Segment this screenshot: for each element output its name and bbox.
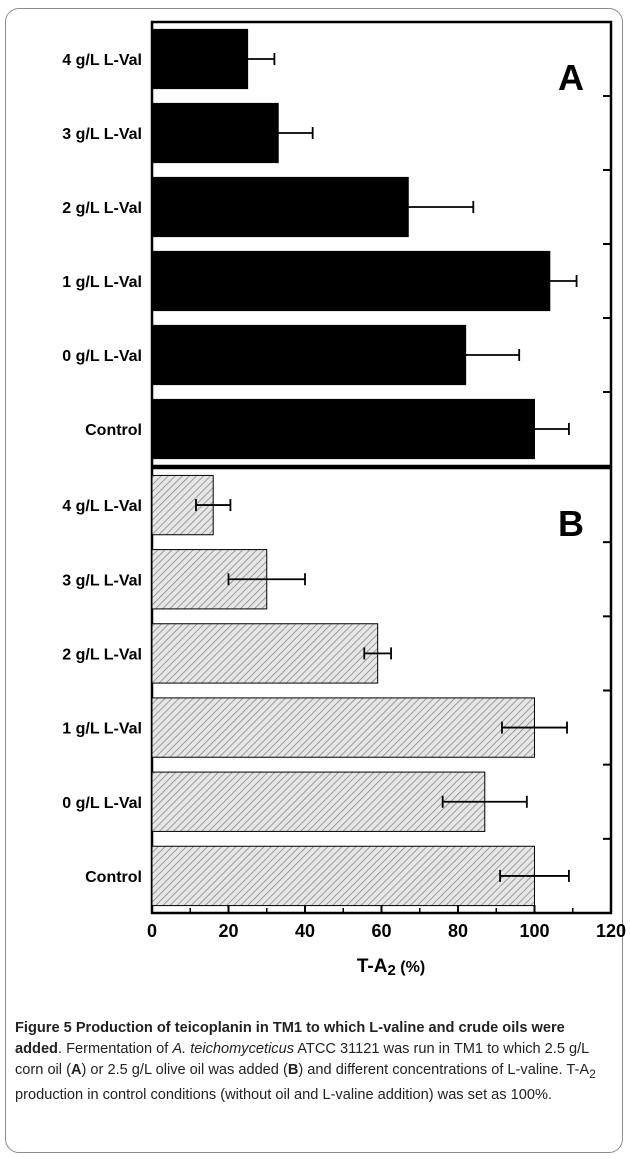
category-label: 3 g/L L-Val (62, 126, 142, 143)
category-label: 4 g/L L-Val (62, 498, 142, 515)
category-label: 0 g/L L-Val (62, 348, 142, 365)
figure-frame (5, 8, 623, 1153)
bar (151, 28, 249, 90)
bar (151, 697, 535, 758)
x-axis-label: T-A2 (%) (357, 956, 425, 979)
caption-title: Figure 5 Production of teicoplanin in TM… (15, 1020, 565, 1057)
bar (151, 102, 279, 164)
x-tick-label: 80 (448, 921, 468, 941)
bar (151, 324, 467, 386)
bar (151, 176, 409, 238)
x-tick-label: 20 (218, 921, 238, 941)
x-tick-label: 40 (295, 921, 315, 941)
bar (151, 250, 551, 312)
bar (151, 771, 486, 832)
category-label: 1 g/L L-Val (62, 721, 142, 738)
panel-a: 4 g/L L-Val 3 g/L L-Val 2 g/L L-Val 1 g/L L… (62, 20, 613, 468)
bar-chart: 4 g/L L-Val 3 g/L L-Val 2 g/L L-Val 1 g/L L… (62, 20, 626, 979)
panel-b: 4 g/L L-Val 3 g/L L-Val 2 g/L L-Val 1 g/L L… (62, 466, 613, 915)
bar (151, 398, 535, 460)
x-tick-label: 100 (519, 921, 549, 941)
x-tick-label: 60 (371, 921, 391, 941)
figure-caption: Figure 5 Production of teicoplanin in TM… (15, 1020, 596, 1103)
category-label: Control (85, 422, 142, 439)
panel-label: A (558, 57, 584, 98)
category-label: Control (85, 869, 142, 886)
bar (151, 845, 535, 907)
category-label: 0 g/L L-Val (62, 795, 142, 812)
x-tick-label: 0 (147, 921, 157, 941)
category-label: 2 g/L L-Val (62, 646, 142, 663)
category-label: 4 g/L L-Val (62, 52, 142, 69)
panel-label: B (558, 503, 584, 544)
category-label: 3 g/L L-Val (62, 572, 142, 589)
category-label: 1 g/L L-Val (62, 274, 142, 291)
category-label: 2 g/L L-Val (62, 200, 142, 217)
x-tick-label: 120 (596, 921, 626, 941)
x-axis: 0 20 40 60 80 100 120 (147, 905, 626, 941)
bar (151, 623, 379, 684)
caption-organism: A. teichomyceticus (172, 1041, 295, 1057)
